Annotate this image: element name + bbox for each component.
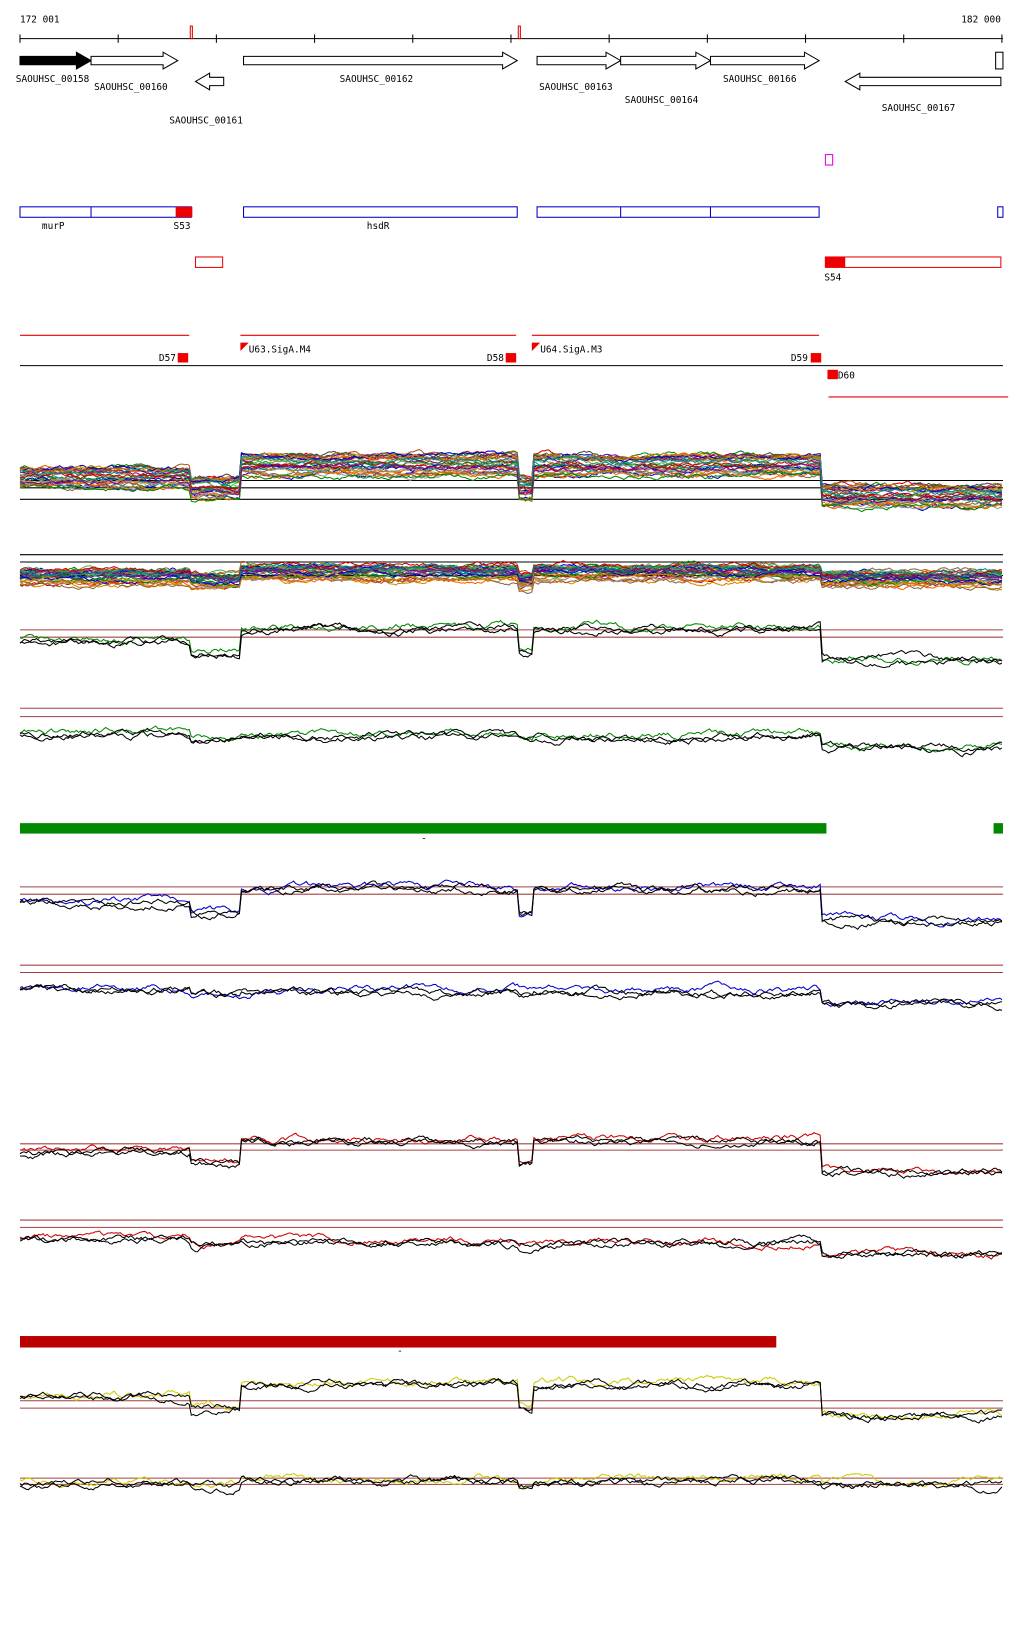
magenta-box — [824, 154, 834, 166]
segment-label: U64.SigA.M3 — [540, 344, 602, 355]
operon-box — [824, 256, 1002, 268]
operon-bar — [19, 206, 192, 218]
gene-arrow — [536, 51, 622, 70]
operon-fill — [175, 206, 193, 218]
operon-box — [194, 256, 224, 268]
operon-bar — [997, 206, 1004, 218]
trace — [19, 621, 1003, 665]
gene-label: SAOUHSC_00164 — [625, 95, 699, 106]
trace — [19, 1473, 1003, 1496]
trace — [19, 1234, 1002, 1259]
trace — [19, 1234, 1003, 1259]
gene-label: SAOUHSC_00160 — [94, 82, 168, 93]
gene-arrow — [844, 72, 1002, 91]
segment-box — [827, 369, 838, 380]
operon-bar — [536, 206, 820, 218]
gene-arrow — [709, 51, 821, 70]
trace — [19, 574, 1003, 595]
segment-box — [505, 353, 517, 363]
trace — [19, 980, 1003, 1007]
gene-label: SAOUHSC_00166 — [723, 74, 797, 85]
gene-label: SAOUHSC_00161 — [169, 116, 243, 127]
trace — [19, 983, 1003, 1012]
trace — [19, 983, 1003, 1010]
operon-label: S54 — [824, 272, 841, 283]
gene-label: SAOUHSC_00163 — [539, 82, 613, 93]
segment-label: D60 — [838, 371, 855, 382]
ruler-end: 182 000 — [961, 14, 1001, 25]
trace — [19, 457, 1003, 501]
operon-bar — [243, 206, 518, 218]
ruler-marker — [517, 25, 521, 40]
trace — [19, 571, 1002, 590]
segment-label: D58 — [487, 353, 504, 364]
segment-label: D57 — [159, 353, 176, 364]
trace — [19, 725, 1003, 753]
trace — [19, 1377, 1002, 1421]
segment-box — [177, 353, 189, 363]
trace — [19, 622, 1003, 669]
ruler-marker — [189, 25, 193, 40]
marker-label: - — [421, 833, 427, 844]
gene-arrow — [243, 51, 519, 70]
gene-arrow — [19, 51, 93, 70]
gene-arrow — [194, 72, 225, 91]
operon-label: hsdR — [367, 221, 390, 232]
trace — [19, 560, 1002, 580]
trace — [19, 562, 1003, 579]
operon-label: murP — [42, 221, 65, 232]
trace — [19, 454, 1003, 497]
gene-arrow — [620, 51, 712, 70]
coverage-bar — [20, 1336, 777, 1348]
gene-box — [995, 51, 1004, 70]
trace — [19, 880, 1003, 926]
gene-arrow — [90, 51, 179, 70]
coverage-bar — [993, 823, 1003, 834]
operon-label: S53 — [174, 221, 191, 232]
trace — [19, 883, 1002, 930]
operon-fill — [825, 256, 846, 268]
trace — [19, 879, 1003, 928]
segment-label: D59 — [791, 353, 808, 364]
trace — [19, 728, 1003, 758]
trace — [19, 1135, 1002, 1179]
trace — [19, 462, 1003, 505]
trace — [19, 727, 1003, 753]
gene-label: SAOUHSC_00162 — [340, 74, 414, 85]
trace — [19, 562, 1002, 582]
ruler-start: 172 001 — [20, 14, 60, 25]
gene-label: SAOUHSC_00158 — [16, 74, 90, 85]
segment-flag — [240, 342, 249, 351]
coverage-bar — [20, 823, 827, 834]
segment-label: U63.SigA.M4 — [249, 344, 312, 355]
marker-label: - — [397, 1346, 403, 1357]
trace — [19, 451, 1003, 493]
trace — [19, 470, 1003, 513]
segment-box — [810, 353, 822, 363]
gene-label: SAOUHSC_00167 — [882, 103, 956, 114]
trace — [19, 619, 1003, 666]
trace — [19, 450, 1003, 494]
segment-flag — [531, 342, 541, 351]
trace — [19, 1134, 1003, 1177]
trace — [19, 449, 1003, 492]
